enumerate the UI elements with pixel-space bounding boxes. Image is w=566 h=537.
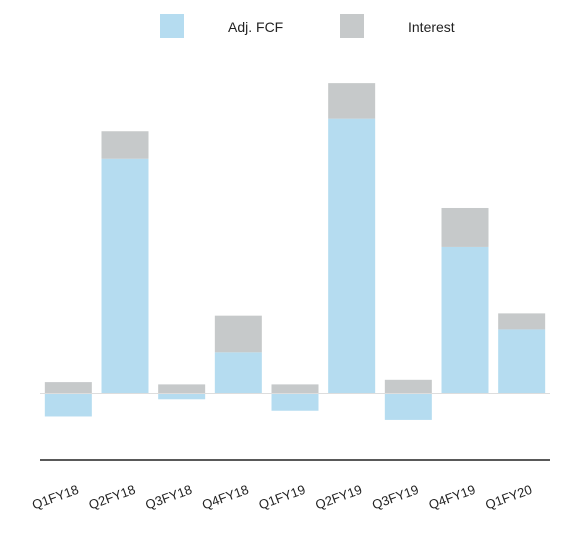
x-tick-label-q3fy19: Q3FY19 bbox=[370, 482, 421, 513]
x-tick-label-q2fy19: Q2FY19 bbox=[313, 482, 364, 513]
x-tick-label-q1fy20: Q1FY20 bbox=[483, 482, 534, 513]
x-axis-tick-labels: Q1FY18 Q2FY18 Q3FY18 Q4FY18 Q1FY19 Q2FY19 Q3FY… bbox=[30, 482, 534, 513]
legend-label-adj-fcf: Adj. FCF bbox=[228, 19, 283, 35]
x-tick-label-q4fy18: Q4FY18 bbox=[200, 482, 251, 513]
bar-interest-q3fy19 bbox=[384, 379, 432, 394]
x-tick-label-q1fy18: Q1FY18 bbox=[30, 482, 81, 513]
bar-adj-fcf-q1fy19 bbox=[271, 393, 319, 411]
legend-swatch-interest bbox=[340, 14, 364, 38]
bar-interest-q2fy18 bbox=[101, 131, 149, 159]
bar-adj-fcf-q4fy19 bbox=[441, 246, 489, 394]
bar-interest-q1fy20 bbox=[498, 313, 546, 330]
bar-adj-fcf-q3fy18 bbox=[158, 393, 206, 400]
bar-adj-fcf-q2fy19 bbox=[328, 118, 376, 394]
x-tick-label-q3fy18: Q3FY18 bbox=[143, 482, 194, 513]
bar-interest-q1fy19 bbox=[271, 384, 319, 394]
bar-adj-fcf-q4fy18 bbox=[214, 352, 262, 394]
bar-adj-fcf-q2fy18 bbox=[101, 158, 149, 394]
bar-interest-q4fy18 bbox=[214, 315, 262, 353]
bar-adj-fcf-q3fy19 bbox=[384, 393, 432, 420]
bar-interest-q4fy19 bbox=[441, 207, 489, 247]
x-tick-label-q2fy18: Q2FY18 bbox=[87, 482, 138, 513]
bar-adj-fcf-q1fy20 bbox=[498, 329, 546, 394]
legend-swatch-adj-fcf bbox=[160, 14, 184, 38]
x-tick-label-q1fy19: Q1FY19 bbox=[257, 482, 308, 513]
bar-interest-q1fy18 bbox=[44, 382, 92, 394]
legend-label-interest: Interest bbox=[408, 19, 455, 35]
bar-interest-q2fy19 bbox=[328, 83, 376, 119]
bars-group bbox=[44, 83, 546, 420]
x-tick-label-q4fy19: Q4FY19 bbox=[427, 482, 478, 513]
bar-interest-q3fy18 bbox=[158, 384, 206, 394]
bar-adj-fcf-q1fy18 bbox=[44, 393, 92, 417]
legend: Adj. FCF Interest bbox=[160, 14, 455, 38]
